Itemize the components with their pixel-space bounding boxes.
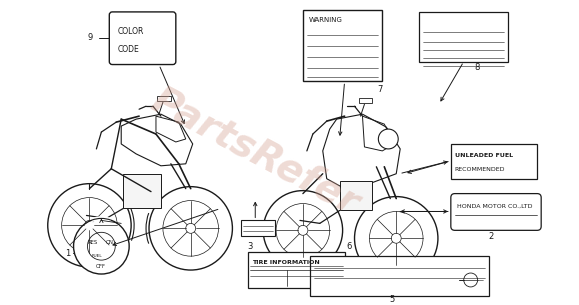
Text: 8: 8: [475, 63, 480, 72]
FancyBboxPatch shape: [451, 194, 541, 230]
Text: RECOMMENDED: RECOMMENDED: [455, 167, 505, 172]
Circle shape: [263, 191, 343, 270]
Text: OFF: OFF: [96, 264, 105, 269]
Text: CODE: CODE: [117, 45, 139, 54]
Circle shape: [87, 232, 115, 260]
Bar: [157, 96, 171, 101]
Circle shape: [464, 273, 478, 287]
Text: TIRE INFORMATION: TIRE INFORMATION: [252, 260, 320, 265]
Circle shape: [61, 198, 117, 253]
Circle shape: [163, 201, 218, 256]
Text: FUEL: FUEL: [91, 254, 102, 258]
Bar: [241, 221, 275, 236]
Text: 1: 1: [65, 249, 70, 258]
FancyBboxPatch shape: [109, 12, 176, 65]
Circle shape: [186, 223, 196, 233]
Circle shape: [85, 221, 94, 230]
Text: HONDA MOTOR CO.,LTD: HONDA MOTOR CO.,LTD: [457, 204, 532, 209]
Text: 5: 5: [389, 295, 394, 304]
Text: UNLEADED FUEL: UNLEADED FUEL: [455, 153, 513, 158]
Bar: [123, 174, 161, 209]
Bar: [303, 10, 382, 81]
Text: 6: 6: [347, 242, 352, 251]
Circle shape: [391, 233, 401, 243]
Text: RES: RES: [87, 240, 98, 245]
Bar: [248, 252, 345, 288]
Text: 9: 9: [87, 33, 93, 42]
Bar: [310, 256, 489, 296]
Text: COLOR: COLOR: [117, 27, 144, 36]
Text: 2: 2: [489, 232, 494, 241]
Bar: [340, 181, 372, 210]
Circle shape: [378, 129, 398, 149]
Circle shape: [354, 197, 438, 280]
Circle shape: [74, 218, 129, 274]
Text: PartsRefer: PartsRefer: [145, 81, 365, 222]
Bar: [358, 98, 372, 103]
Circle shape: [276, 203, 329, 257]
Circle shape: [298, 225, 308, 235]
Text: 3: 3: [247, 242, 252, 251]
Text: ON: ON: [105, 240, 113, 245]
Text: 7: 7: [378, 85, 383, 94]
Text: WARNING: WARNING: [309, 17, 343, 23]
Bar: [419, 12, 508, 62]
Bar: [451, 144, 537, 179]
Circle shape: [47, 184, 131, 267]
Circle shape: [149, 187, 232, 270]
Circle shape: [369, 211, 423, 265]
